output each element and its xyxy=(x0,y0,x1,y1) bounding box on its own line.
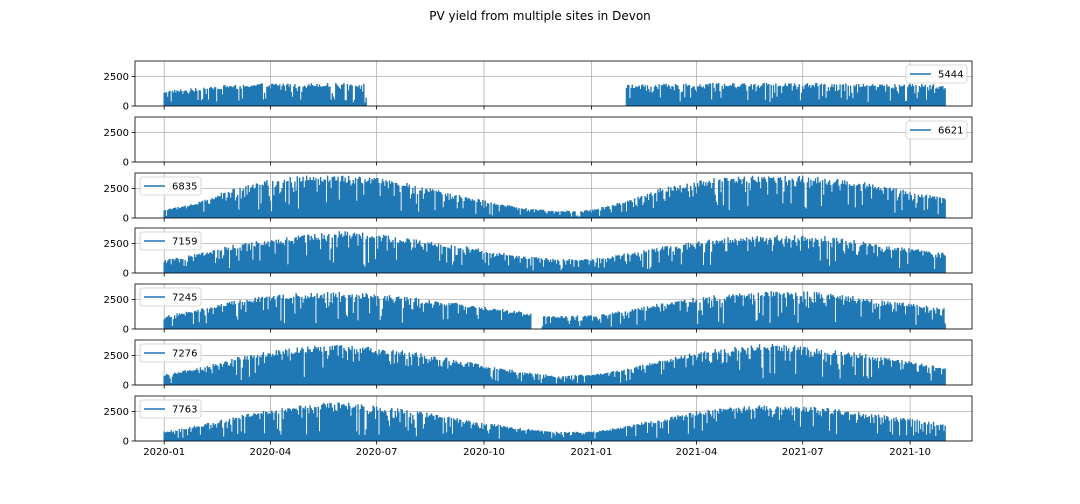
axes-frame xyxy=(134,227,973,274)
legend-label: 7763 xyxy=(172,405,197,416)
axes-frame xyxy=(134,283,973,330)
legend: 6621 xyxy=(905,120,968,140)
legend: 7159 xyxy=(139,231,202,251)
series-trace-7276-0 xyxy=(163,344,946,385)
x-tick-label: 2021-10 xyxy=(889,447,931,458)
legend: 7763 xyxy=(139,399,202,419)
y-tick-label: 2500 xyxy=(104,295,129,306)
y-tick-label: 0 xyxy=(123,214,129,225)
series-trace-5444-0 xyxy=(163,82,367,106)
chart-title: PV yield from multiple sites in Devon xyxy=(429,9,651,23)
axes-frame xyxy=(134,395,973,442)
legend: 5444 xyxy=(905,64,968,84)
legend: 7245 xyxy=(139,287,202,307)
y-tick-label: 0 xyxy=(123,381,129,392)
series-trace-7245-1 xyxy=(541,291,946,329)
panels: 0 2500 5444 0 2500 6621 0 2500 6835 0 2500 7159 0 250… xyxy=(104,60,973,458)
y-tick-label: 2500 xyxy=(104,72,129,83)
grid xyxy=(135,117,972,163)
legend-box xyxy=(139,343,202,363)
legend-label: 6621 xyxy=(938,126,963,137)
series-trace-5444-1 xyxy=(625,82,946,106)
axes-frame xyxy=(134,172,973,219)
axes-frame xyxy=(134,339,973,386)
y-tick-label: 0 xyxy=(123,269,129,280)
panel-5444: 0 2500 5444 xyxy=(104,60,973,113)
legend-label: 7245 xyxy=(172,293,197,304)
x-tick-label: 2020-04 xyxy=(250,447,292,458)
series-trace-7763-0 xyxy=(163,402,946,441)
axes-frame xyxy=(134,116,973,163)
panel-7245: 0 2500 7245 xyxy=(104,283,973,336)
legend-box xyxy=(139,176,202,196)
y-tick-label: 2500 xyxy=(104,128,129,139)
legend-label: 6835 xyxy=(172,182,197,193)
y-tick-label: 0 xyxy=(123,437,129,448)
x-tick-label: 2020-10 xyxy=(463,447,505,458)
panel-7276: 0 2500 7276 xyxy=(104,339,973,392)
x-tick-label: 2020-07 xyxy=(356,447,398,458)
x-tick-label: 2021-01 xyxy=(571,447,613,458)
series-trace-7245-0 xyxy=(163,291,532,329)
legend-box xyxy=(139,287,202,307)
series-trace-6835-0 xyxy=(163,175,946,218)
legend-box xyxy=(905,120,968,140)
legend-box xyxy=(139,399,202,419)
y-tick-label: 2500 xyxy=(104,351,129,362)
axes-frame xyxy=(134,60,973,107)
panel-7763: 0 2500 2020-01 2020-04 2020-07 2020-10 2021-01… xyxy=(104,395,973,458)
x-tick-label: 2020-01 xyxy=(143,447,185,458)
y-tick-label: 2500 xyxy=(104,407,129,418)
series-trace-7159-0 xyxy=(163,231,946,273)
y-tick-label: 0 xyxy=(123,325,129,336)
legend-box xyxy=(905,64,968,84)
y-tick-label: 2500 xyxy=(104,184,129,195)
panel-7159: 0 2500 7159 xyxy=(104,227,973,280)
legend: 6835 xyxy=(139,176,202,196)
legend-label: 7159 xyxy=(172,237,197,248)
y-tick-label: 0 xyxy=(123,158,129,169)
legend: 7276 xyxy=(139,343,202,363)
legend-label: 5444 xyxy=(938,70,963,81)
y-tick-label: 0 xyxy=(123,102,129,113)
panel-6835: 0 2500 6835 xyxy=(104,172,973,225)
legend-box xyxy=(139,231,202,251)
x-tick-label: 2021-07 xyxy=(782,447,824,458)
legend-label: 7276 xyxy=(172,349,197,360)
x-tick-label: 2021-04 xyxy=(676,447,718,458)
y-tick-label: 2500 xyxy=(104,239,129,250)
panel-6621: 0 2500 6621 xyxy=(104,116,973,169)
